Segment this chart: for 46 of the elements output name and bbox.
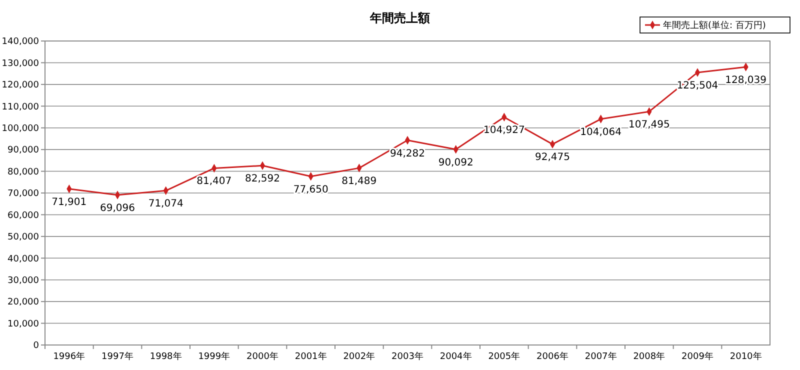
data-label: 94,282 [390, 148, 425, 160]
data-label: 92,475 [535, 152, 570, 164]
x-tick-label: 2000年 [246, 351, 278, 362]
x-tick-label: 2001年 [294, 351, 327, 362]
data-label: 71,901 [52, 196, 87, 208]
x-tick-label: 2007年 [584, 351, 617, 362]
y-tick-label: 0 [33, 341, 40, 352]
x-tick-label: 2002年 [343, 351, 376, 362]
chart-title: 年間売上額 [369, 11, 430, 25]
x-tick-label: 1998年 [150, 351, 182, 362]
y-tick-label: 40,000 [8, 254, 40, 264]
y-tick-label: 70,000 [8, 189, 40, 200]
x-tick-label: 2004年 [440, 351, 472, 362]
x-tick-label: 2009年 [682, 351, 714, 362]
data-label: 77,650 [293, 184, 328, 196]
y-tick-label: 90,000 [8, 146, 40, 156]
legend-label: 年間売上額(単位: 百万円) [663, 20, 766, 32]
data-label: 104,927 [483, 125, 525, 136]
data-label: 104,064 [580, 127, 622, 138]
data-label: 128,039 [725, 74, 767, 86]
data-label: 71,074 [148, 198, 184, 210]
x-tick-label: 1997年 [102, 351, 134, 362]
data-label: 81,407 [196, 176, 232, 188]
data-label: 107,495 [628, 120, 670, 131]
y-tick-label: 30,000 [8, 276, 40, 286]
y-tick-label: 60,000 [8, 210, 40, 221]
x-tick-label: 1996年 [53, 351, 86, 362]
y-tick-label: 20,000 [8, 298, 40, 308]
x-tick-label: 2010年 [730, 351, 762, 362]
y-tick-label: 110,000 [2, 102, 40, 112]
y-tick-label: 80,000 [8, 167, 40, 178]
y-tick-label: 100,000 [2, 124, 40, 134]
data-label: 69,096 [100, 202, 135, 214]
x-tick-label: 2003年 [392, 351, 424, 362]
x-tick-label: 2008年 [633, 351, 666, 362]
y-tick-label: 130,000 [2, 58, 40, 69]
data-label: 82,592 [245, 174, 280, 185]
data-label: 90,092 [438, 157, 474, 168]
x-tick-label: 1999年 [198, 351, 230, 362]
x-tick-label: 2005年 [488, 351, 520, 362]
data-label: 81,489 [342, 176, 377, 188]
y-tick-label: 140,000 [2, 37, 40, 48]
y-tick-label: 50,000 [8, 232, 40, 243]
y-tick-label: 10,000 [8, 319, 40, 330]
y-tick-label: 120,000 [2, 80, 40, 91]
x-tick-label: 2006年 [536, 351, 568, 362]
